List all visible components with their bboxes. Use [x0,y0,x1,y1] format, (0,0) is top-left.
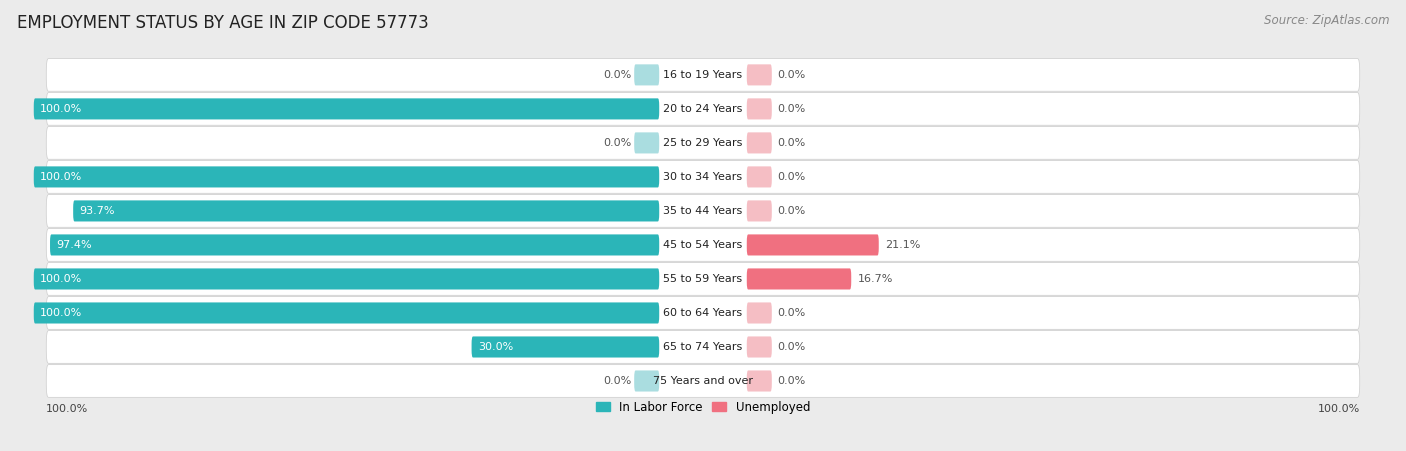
Text: 45 to 54 Years: 45 to 54 Years [664,240,742,250]
FancyBboxPatch shape [46,92,1360,125]
Text: 0.0%: 0.0% [776,70,806,80]
Legend: In Labor Force, Unemployed: In Labor Force, Unemployed [591,396,815,419]
Text: Source: ZipAtlas.com: Source: ZipAtlas.com [1264,14,1389,27]
Text: 100.0%: 100.0% [1317,404,1360,414]
Text: 21.1%: 21.1% [884,240,921,250]
Text: 0.0%: 0.0% [776,138,806,148]
FancyBboxPatch shape [747,166,772,188]
FancyBboxPatch shape [747,64,772,85]
FancyBboxPatch shape [747,268,851,290]
Text: 100.0%: 100.0% [46,404,89,414]
FancyBboxPatch shape [46,59,1360,91]
FancyBboxPatch shape [747,336,772,358]
FancyBboxPatch shape [34,166,659,188]
FancyBboxPatch shape [747,303,772,323]
Text: 0.0%: 0.0% [603,70,631,80]
Text: 100.0%: 100.0% [39,172,83,182]
FancyBboxPatch shape [747,235,879,255]
Text: 0.0%: 0.0% [776,104,806,114]
FancyBboxPatch shape [471,336,659,358]
FancyBboxPatch shape [747,132,772,153]
Text: 0.0%: 0.0% [776,206,806,216]
Text: 65 to 74 Years: 65 to 74 Years [664,342,742,352]
FancyBboxPatch shape [634,64,659,85]
Text: 30 to 34 Years: 30 to 34 Years [664,172,742,182]
Text: 0.0%: 0.0% [603,376,631,386]
FancyBboxPatch shape [46,365,1360,397]
FancyBboxPatch shape [747,98,772,120]
FancyBboxPatch shape [46,127,1360,159]
FancyBboxPatch shape [634,132,659,153]
FancyBboxPatch shape [34,303,659,323]
Text: 35 to 44 Years: 35 to 44 Years [664,206,742,216]
FancyBboxPatch shape [747,370,772,391]
Text: 16 to 19 Years: 16 to 19 Years [664,70,742,80]
FancyBboxPatch shape [73,200,659,221]
FancyBboxPatch shape [46,262,1360,295]
Text: 100.0%: 100.0% [39,308,83,318]
Text: 100.0%: 100.0% [39,104,83,114]
FancyBboxPatch shape [46,195,1360,227]
Text: 0.0%: 0.0% [776,376,806,386]
Text: 16.7%: 16.7% [858,274,893,284]
FancyBboxPatch shape [46,161,1360,193]
FancyBboxPatch shape [46,297,1360,329]
Text: 100.0%: 100.0% [39,274,83,284]
Text: 30.0%: 30.0% [478,342,513,352]
Text: 25 to 29 Years: 25 to 29 Years [664,138,742,148]
Text: 0.0%: 0.0% [776,308,806,318]
FancyBboxPatch shape [747,200,772,221]
Text: 20 to 24 Years: 20 to 24 Years [664,104,742,114]
Text: 75 Years and over: 75 Years and over [652,376,754,386]
Text: 97.4%: 97.4% [56,240,91,250]
FancyBboxPatch shape [34,98,659,120]
Text: 0.0%: 0.0% [603,138,631,148]
FancyBboxPatch shape [34,268,659,290]
Text: 93.7%: 93.7% [79,206,115,216]
FancyBboxPatch shape [46,331,1360,364]
FancyBboxPatch shape [51,235,659,255]
Text: 0.0%: 0.0% [776,342,806,352]
Text: 0.0%: 0.0% [776,172,806,182]
FancyBboxPatch shape [46,229,1360,261]
Text: EMPLOYMENT STATUS BY AGE IN ZIP CODE 57773: EMPLOYMENT STATUS BY AGE IN ZIP CODE 577… [17,14,429,32]
Text: 60 to 64 Years: 60 to 64 Years [664,308,742,318]
FancyBboxPatch shape [634,370,659,391]
Text: 55 to 59 Years: 55 to 59 Years [664,274,742,284]
